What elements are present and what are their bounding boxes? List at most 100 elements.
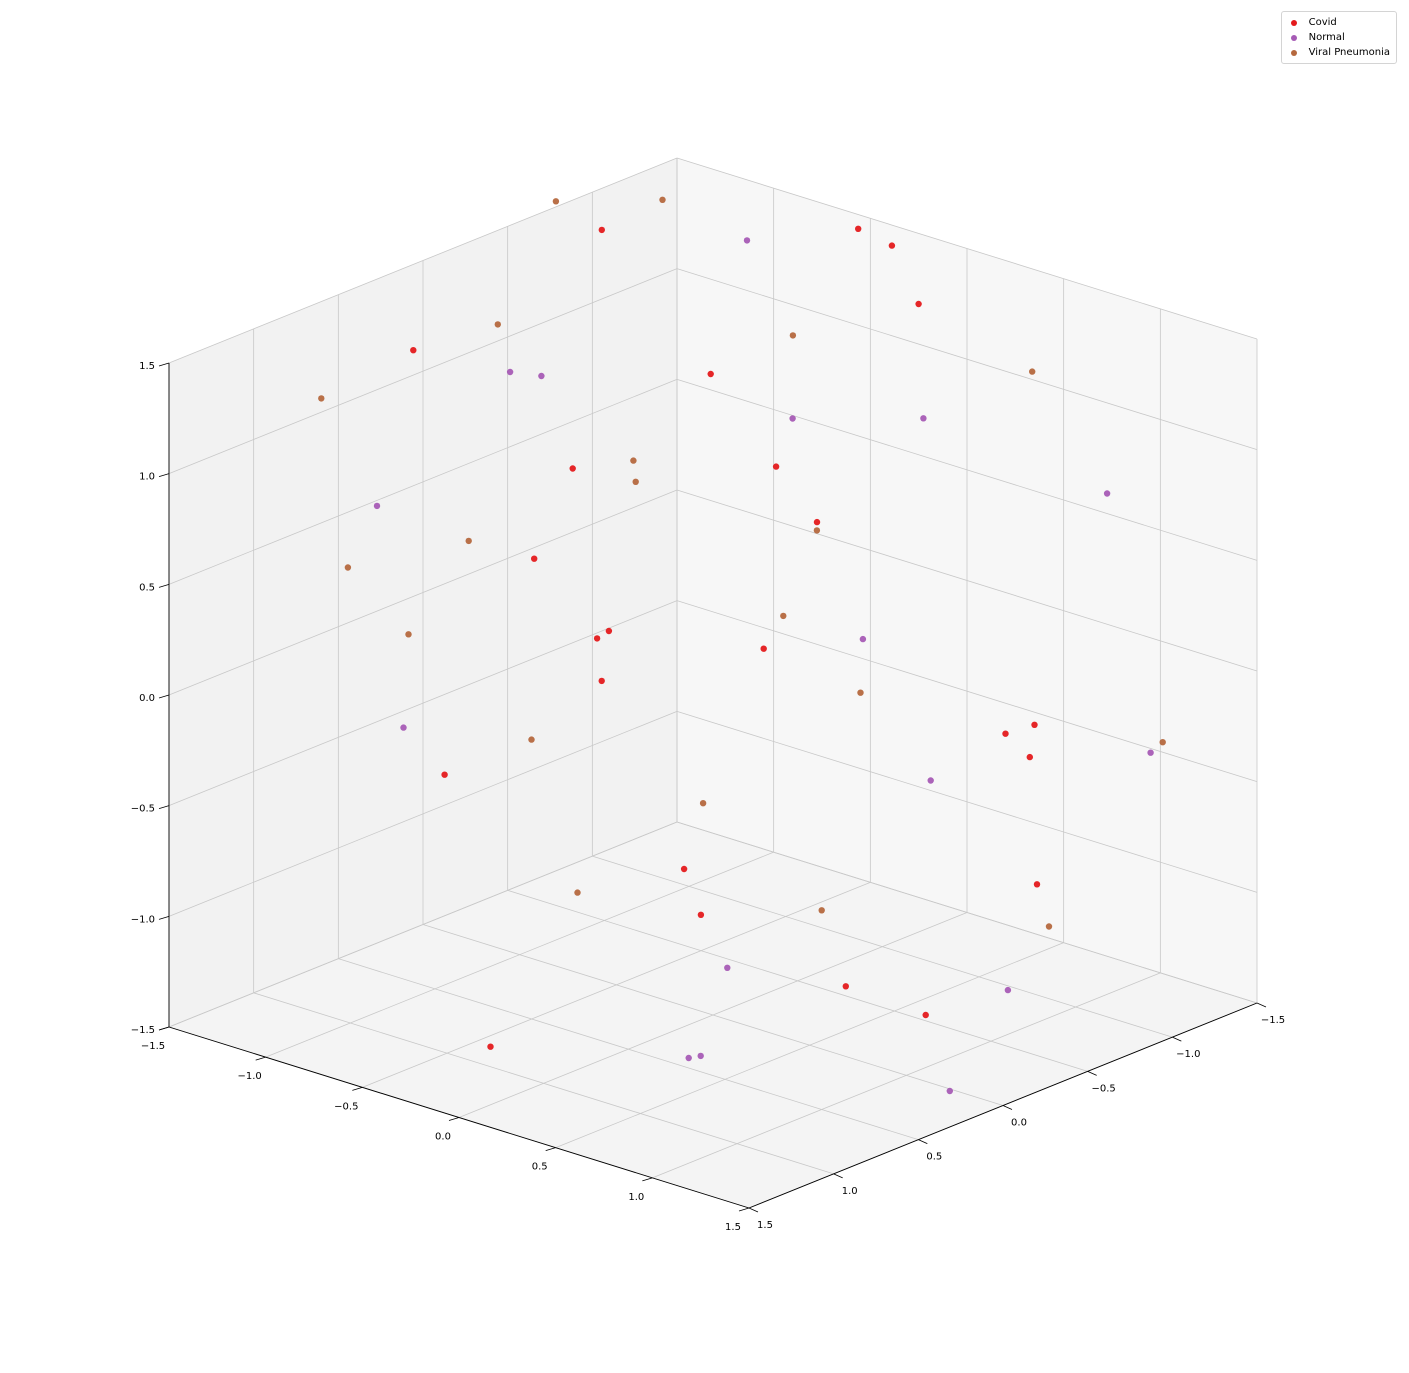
point-covid [855, 225, 862, 232]
point-covid [598, 226, 605, 234]
point-covid [598, 677, 605, 685]
y-tick-label: −1.5 [141, 1041, 165, 1052]
x-tick-label: 0.5 [926, 1152, 942, 1163]
point-normal [1103, 490, 1111, 497]
point-covid [605, 627, 613, 635]
point-covid [441, 771, 448, 778]
point-covid [487, 1043, 494, 1050]
point-normal [538, 372, 545, 380]
point-viral-pneumonia [318, 395, 325, 402]
point-covid [772, 463, 780, 470]
point-normal [685, 1054, 692, 1062]
grid-line-z-right [676, 268, 1258, 451]
point-viral-pneumonia [1159, 739, 1166, 746]
point-normal [859, 635, 867, 643]
point-covid [1026, 753, 1034, 761]
z-tick [158, 805, 170, 810]
point-viral-pneumonia [659, 196, 666, 203]
x-tick [1087, 1070, 1097, 1076]
z-tick [158, 1026, 170, 1031]
axis-panes [169, 158, 1257, 1208]
y-tick [545, 1147, 556, 1152]
z-tick [158, 694, 170, 699]
legend-marker-viral-pneumonia [1290, 49, 1297, 56]
point-viral-pneumonia [405, 631, 412, 638]
point-normal [1147, 749, 1154, 756]
z-tick-label: −1.5 [131, 1025, 155, 1036]
legend-item-normal: Normal [1288, 30, 1390, 45]
z-tick-label: 1.5 [139, 361, 155, 372]
y-tick [738, 1207, 750, 1212]
grid-line-z-right [676, 157, 1258, 340]
point-covid [569, 465, 576, 472]
point-viral-pneumonia [494, 321, 501, 328]
point-covid [697, 911, 705, 918]
legend: Covid Normal Viral Pneumonia [1280, 11, 1397, 64]
tick-labels: −1.5 −1.5 −1.5 −1.0 −1.0 −1.0 −0.5 −0.5 −0.5 0.0 0… [131, 361, 1285, 1233]
point-normal [506, 368, 514, 376]
x-tick-label: 1.5 [757, 1220, 773, 1231]
x-tick-label: −1.5 [1261, 1015, 1285, 1026]
z-tick [158, 583, 170, 588]
z-tick-label: 0.0 [139, 693, 155, 704]
grid-line-y-floor [652, 972, 1161, 1179]
y-tick [352, 1086, 363, 1091]
point-covid [915, 300, 922, 308]
point-covid [410, 347, 417, 354]
y-tick-label: 0.0 [435, 1132, 451, 1143]
grid-line-z-left [168, 268, 678, 475]
point-normal [373, 502, 381, 510]
y-tick [448, 1117, 460, 1121]
point-covid [707, 370, 714, 378]
axis-lines [158, 362, 1267, 1213]
y-tick-label: 1.5 [725, 1222, 741, 1233]
x-tick [748, 1207, 759, 1213]
z-tick [158, 473, 170, 478]
y-tick-label: −1.0 [238, 1071, 262, 1082]
legend-item-viral-pneumonia: Viral Pneumonia [1288, 45, 1390, 60]
y-tick [642, 1177, 653, 1182]
point-covid [813, 518, 821, 526]
point-covid [888, 242, 896, 249]
x-tick [1002, 1105, 1013, 1110]
point-normal [1004, 986, 1012, 994]
legend-label-covid: Covid [1308, 17, 1337, 28]
x-tick [918, 1139, 928, 1145]
point-normal [946, 1087, 953, 1095]
grid-lines [168, 157, 1258, 1209]
legend-label-viral-pneumonia: Viral Pneumonia [1308, 47, 1390, 58]
grid-line-z-left [168, 157, 678, 364]
point-viral-pneumonia [699, 800, 707, 807]
legend-marker-covid [1290, 19, 1297, 26]
point-covid [842, 983, 849, 990]
point-viral-pneumonia [818, 907, 825, 914]
point-viral-pneumonia [630, 457, 637, 464]
point-viral-pneumonia [789, 332, 797, 339]
point-viral-pneumonia [1029, 368, 1036, 375]
point-viral-pneumonia [528, 736, 535, 743]
point-covid [1002, 730, 1009, 737]
x-tick [1256, 1002, 1267, 1008]
point-normal [400, 724, 407, 731]
point-covid [1031, 721, 1038, 728]
point-normal [927, 777, 934, 784]
point-viral-pneumonia [632, 478, 639, 485]
point-normal [920, 415, 927, 422]
point-covid [531, 555, 538, 562]
y-tick-label: 0.5 [532, 1162, 548, 1173]
point-covid [1033, 881, 1041, 888]
z-tick [158, 915, 170, 920]
x-tick-label: 1.0 [842, 1186, 858, 1197]
point-viral-pneumonia [465, 537, 472, 545]
x-tick-label: −1.0 [1176, 1049, 1200, 1060]
z-tick-label: 1.0 [139, 472, 155, 483]
point-normal [724, 964, 731, 971]
point-viral-pneumonia [552, 198, 560, 205]
y-tick [255, 1056, 266, 1061]
data-points [318, 196, 1166, 1095]
point-viral-pneumonia [1045, 923, 1053, 930]
legend-marker-normal [1290, 34, 1297, 41]
legend-label-normal: Normal [1308, 32, 1345, 43]
point-covid [593, 635, 601, 642]
